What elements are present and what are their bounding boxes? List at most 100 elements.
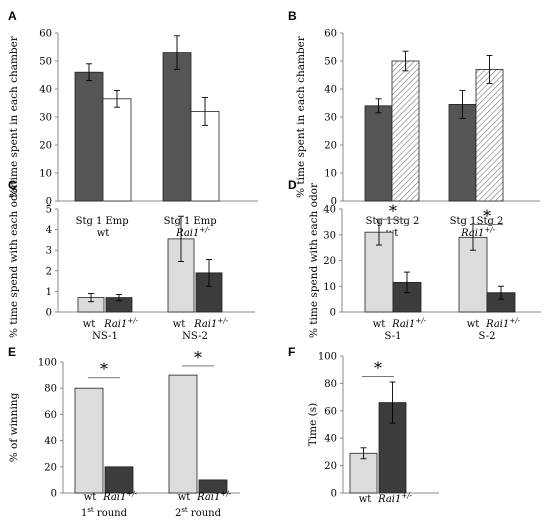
y-tick-label: 20	[44, 462, 57, 473]
x-tick-label: wt	[359, 494, 372, 505]
x-tick-label: Emp	[105, 216, 128, 227]
group-label: Rai1+/-	[460, 226, 496, 239]
group-label: 2st round	[175, 506, 222, 519]
y-tick-label: 30	[323, 230, 336, 241]
x-tick-label: Rai1+/-	[102, 490, 138, 503]
panel-letter: E	[8, 345, 16, 359]
x-tick-label: Stg 1	[76, 216, 103, 227]
y-tick-label: 10	[39, 169, 52, 180]
chart-panel-a: A % time spent in each chamber 0 10 20 30 40 50…	[8, 9, 258, 239]
x-tick-label: Rai1+/-	[391, 317, 427, 330]
x-tick-label: wt	[173, 319, 186, 330]
x-tick-label: Rai1+/-	[193, 317, 229, 330]
bar	[190, 111, 220, 202]
y-tick-label: 20	[324, 461, 337, 472]
x-tick-label: Rai1+/-	[377, 492, 413, 505]
y-tick-label: 80	[324, 379, 337, 390]
y-tick-label: 4	[46, 225, 52, 236]
y-tick-label: 40	[324, 85, 337, 96]
group-label: wt	[97, 228, 110, 239]
bar	[198, 479, 228, 494]
x-tick-label: wt	[84, 492, 97, 503]
x-tick-label: wt	[467, 319, 480, 330]
group-label: NS-2	[182, 331, 208, 342]
y-axis-label: % time spent in each chamber	[8, 35, 20, 198]
y-axis-label: % time spend with each odor	[308, 182, 320, 338]
y-tick-label: 10	[324, 169, 337, 180]
bar	[102, 98, 132, 202]
chart-panel-d: D % time spend with each odor 0 10 20 30 40 wt R…	[288, 178, 541, 342]
x-tick-label: Stg 1	[164, 216, 191, 227]
y-tick-label: 60	[39, 29, 52, 40]
bar	[168, 374, 198, 494]
y-axis-label: % of winning	[8, 392, 20, 462]
y-tick-label: 20	[324, 141, 337, 152]
panel-letter: C	[8, 178, 17, 192]
y-tick-label: 10	[323, 282, 336, 293]
y-tick-label: 30	[39, 113, 52, 124]
panel-letter: B	[288, 9, 297, 23]
significance-star: *	[389, 201, 397, 220]
x-tick-label: wt	[178, 492, 191, 503]
y-tick-label: 100	[318, 352, 337, 363]
group-label: Rai1+/-	[175, 226, 211, 239]
y-axis-label: % time spent in each chamber	[295, 35, 307, 198]
chart-panel-f: F Time (s) 0 20 40 60 80 100 wt Rai1+/- *	[288, 345, 439, 505]
x-tick-label: Rai1+/-	[196, 490, 232, 503]
bar	[74, 71, 104, 202]
y-tick-label: 40	[44, 436, 57, 447]
y-tick-label: 40	[324, 434, 337, 445]
y-tick-label: 60	[44, 410, 57, 421]
y-tick-label: 40	[323, 205, 336, 216]
significance-star: *	[194, 348, 202, 367]
y-tick-label: 3	[46, 246, 52, 257]
y-axis-label: Time (s)	[307, 403, 319, 446]
y-tick-label: 50	[39, 57, 52, 68]
y-tick-label: 0	[46, 197, 52, 208]
significance-star: *	[483, 206, 491, 225]
group-label: NS-1	[92, 331, 118, 342]
bar	[475, 69, 504, 202]
group-label: S-2	[479, 331, 496, 342]
significance-star: *	[374, 359, 382, 378]
bar	[74, 387, 104, 494]
y-tick-label: 60	[324, 406, 337, 417]
group-label: 1st round	[81, 506, 128, 519]
y-tick-label: 30	[324, 113, 337, 124]
y-tick-label: 0	[330, 308, 336, 319]
significance-star: *	[100, 360, 108, 379]
y-tick-label: 20	[39, 141, 52, 152]
y-tick-label: 0	[331, 489, 337, 500]
y-tick-label: 2	[46, 266, 52, 277]
y-tick-label: 60	[324, 29, 337, 40]
panel-letter: F	[288, 345, 295, 359]
bar	[448, 104, 477, 202]
bar	[349, 452, 378, 494]
group-label: S-1	[385, 331, 402, 342]
y-tick-label: 40	[39, 85, 52, 96]
x-tick-label: Stg 1	[450, 216, 477, 227]
x-tick-label: Rai1+/-	[485, 317, 521, 330]
y-tick-label: 5	[46, 205, 52, 216]
x-tick-label: Emp	[193, 216, 216, 227]
chart-panel-c: C% time spend with each odor 0 1 2 3 4 5 wt Rai1…	[8, 178, 255, 342]
x-tick-label: wt	[373, 319, 386, 330]
x-tick-label: wt	[83, 319, 96, 330]
y-tick-label: 50	[324, 57, 337, 68]
y-tick-label: 0	[331, 197, 337, 208]
y-tick-label: 0	[46, 308, 52, 319]
x-tick-label: Stg 2	[393, 216, 420, 227]
chart-panel-b: B % time spent in each chamber 0 10 20 30 40 50…	[288, 9, 540, 239]
y-tick-label: 0	[51, 489, 57, 500]
bar	[391, 60, 420, 202]
x-tick-label: Stg 2	[477, 216, 504, 227]
bar	[162, 52, 192, 202]
y-tick-label: 20	[323, 256, 336, 267]
y-tick-label: 1	[46, 287, 52, 298]
bar	[104, 466, 134, 494]
bar	[364, 105, 393, 202]
x-tick-label: Rai1+/-	[103, 317, 139, 330]
chart-panel-e: E % of winning 0 20 40 60 80 100 wt Rai1+/- 1st ro…	[8, 345, 240, 519]
y-tick-label: 80	[44, 384, 57, 395]
